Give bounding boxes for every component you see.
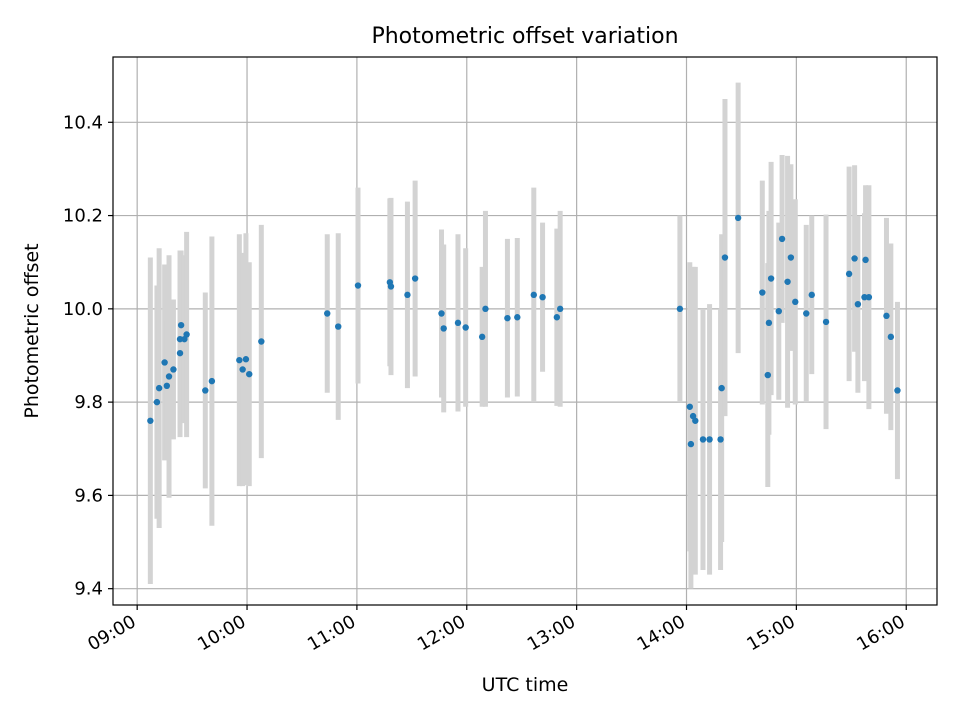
data-point xyxy=(759,289,766,296)
data-point xyxy=(784,278,791,285)
data-point xyxy=(539,293,546,301)
data-point xyxy=(202,387,209,394)
data-point xyxy=(692,417,699,424)
data-point xyxy=(155,384,163,392)
y-tick-label: 9.6 xyxy=(74,485,103,506)
data-point xyxy=(354,282,362,289)
y-tick-label: 10.4 xyxy=(63,112,103,133)
data-point xyxy=(462,324,469,331)
data-point xyxy=(778,235,786,243)
data-point xyxy=(246,370,253,378)
data-point xyxy=(411,275,419,282)
data-point xyxy=(438,310,445,317)
data-point xyxy=(324,310,331,317)
data-point xyxy=(764,371,772,379)
data-point xyxy=(854,300,862,308)
data-point xyxy=(556,305,564,313)
data-point xyxy=(676,305,684,313)
data-point xyxy=(792,298,799,306)
data-point xyxy=(258,338,265,345)
data-point xyxy=(163,382,171,389)
data-point xyxy=(170,366,177,373)
y-tick-label: 10.0 xyxy=(63,299,103,320)
chart-title: Photometric offset variation xyxy=(371,24,678,49)
data-point xyxy=(822,318,830,326)
data-point xyxy=(153,398,161,406)
data-point xyxy=(454,319,462,327)
data-point xyxy=(176,335,184,343)
data-point xyxy=(706,436,713,443)
data-point xyxy=(883,312,890,320)
data-point xyxy=(686,403,693,410)
data-point xyxy=(894,387,901,394)
data-point xyxy=(440,325,447,332)
data-point xyxy=(242,356,250,363)
data-point xyxy=(787,254,795,261)
data-point xyxy=(765,319,773,327)
data-point xyxy=(767,275,775,282)
data-points xyxy=(147,214,901,448)
data-point xyxy=(335,323,342,330)
data-point xyxy=(177,321,185,329)
data-point xyxy=(208,377,216,385)
y-tick-label: 10.2 xyxy=(63,206,103,227)
data-point xyxy=(236,356,243,364)
data-point xyxy=(865,293,873,301)
data-point xyxy=(478,333,486,341)
data-point xyxy=(851,255,858,262)
data-point xyxy=(699,436,707,443)
data-point xyxy=(808,291,815,299)
data-point xyxy=(183,331,190,338)
x-axis-label: UTC time xyxy=(482,674,569,696)
data-point xyxy=(734,214,742,222)
y-axis-label: Photometric offset xyxy=(21,243,43,418)
y-tick-label: 9.4 xyxy=(74,579,103,600)
data-point xyxy=(775,307,782,315)
data-point xyxy=(687,440,695,448)
data-point xyxy=(553,314,561,321)
data-point xyxy=(514,314,521,321)
data-point xyxy=(482,305,489,313)
data-point xyxy=(387,283,395,290)
data-point xyxy=(404,291,411,299)
data-point xyxy=(717,436,724,443)
plot-frame xyxy=(112,56,938,606)
data-point xyxy=(504,314,511,322)
data-point xyxy=(718,384,725,392)
data-point xyxy=(721,254,729,261)
y-axis-ticks: 9.4 9.6 9.8 10.0 10.2 10.4 xyxy=(63,112,113,600)
data-point xyxy=(530,291,537,299)
data-point xyxy=(887,333,895,341)
data-point xyxy=(147,417,154,424)
y-tick-label: 9.8 xyxy=(74,392,103,413)
data-point xyxy=(165,373,173,380)
data-point xyxy=(862,256,869,264)
data-point xyxy=(845,270,853,278)
data-point xyxy=(239,366,246,373)
data-point xyxy=(161,359,168,366)
data-point xyxy=(176,349,184,357)
data-point xyxy=(803,310,810,317)
data-point xyxy=(861,293,868,301)
